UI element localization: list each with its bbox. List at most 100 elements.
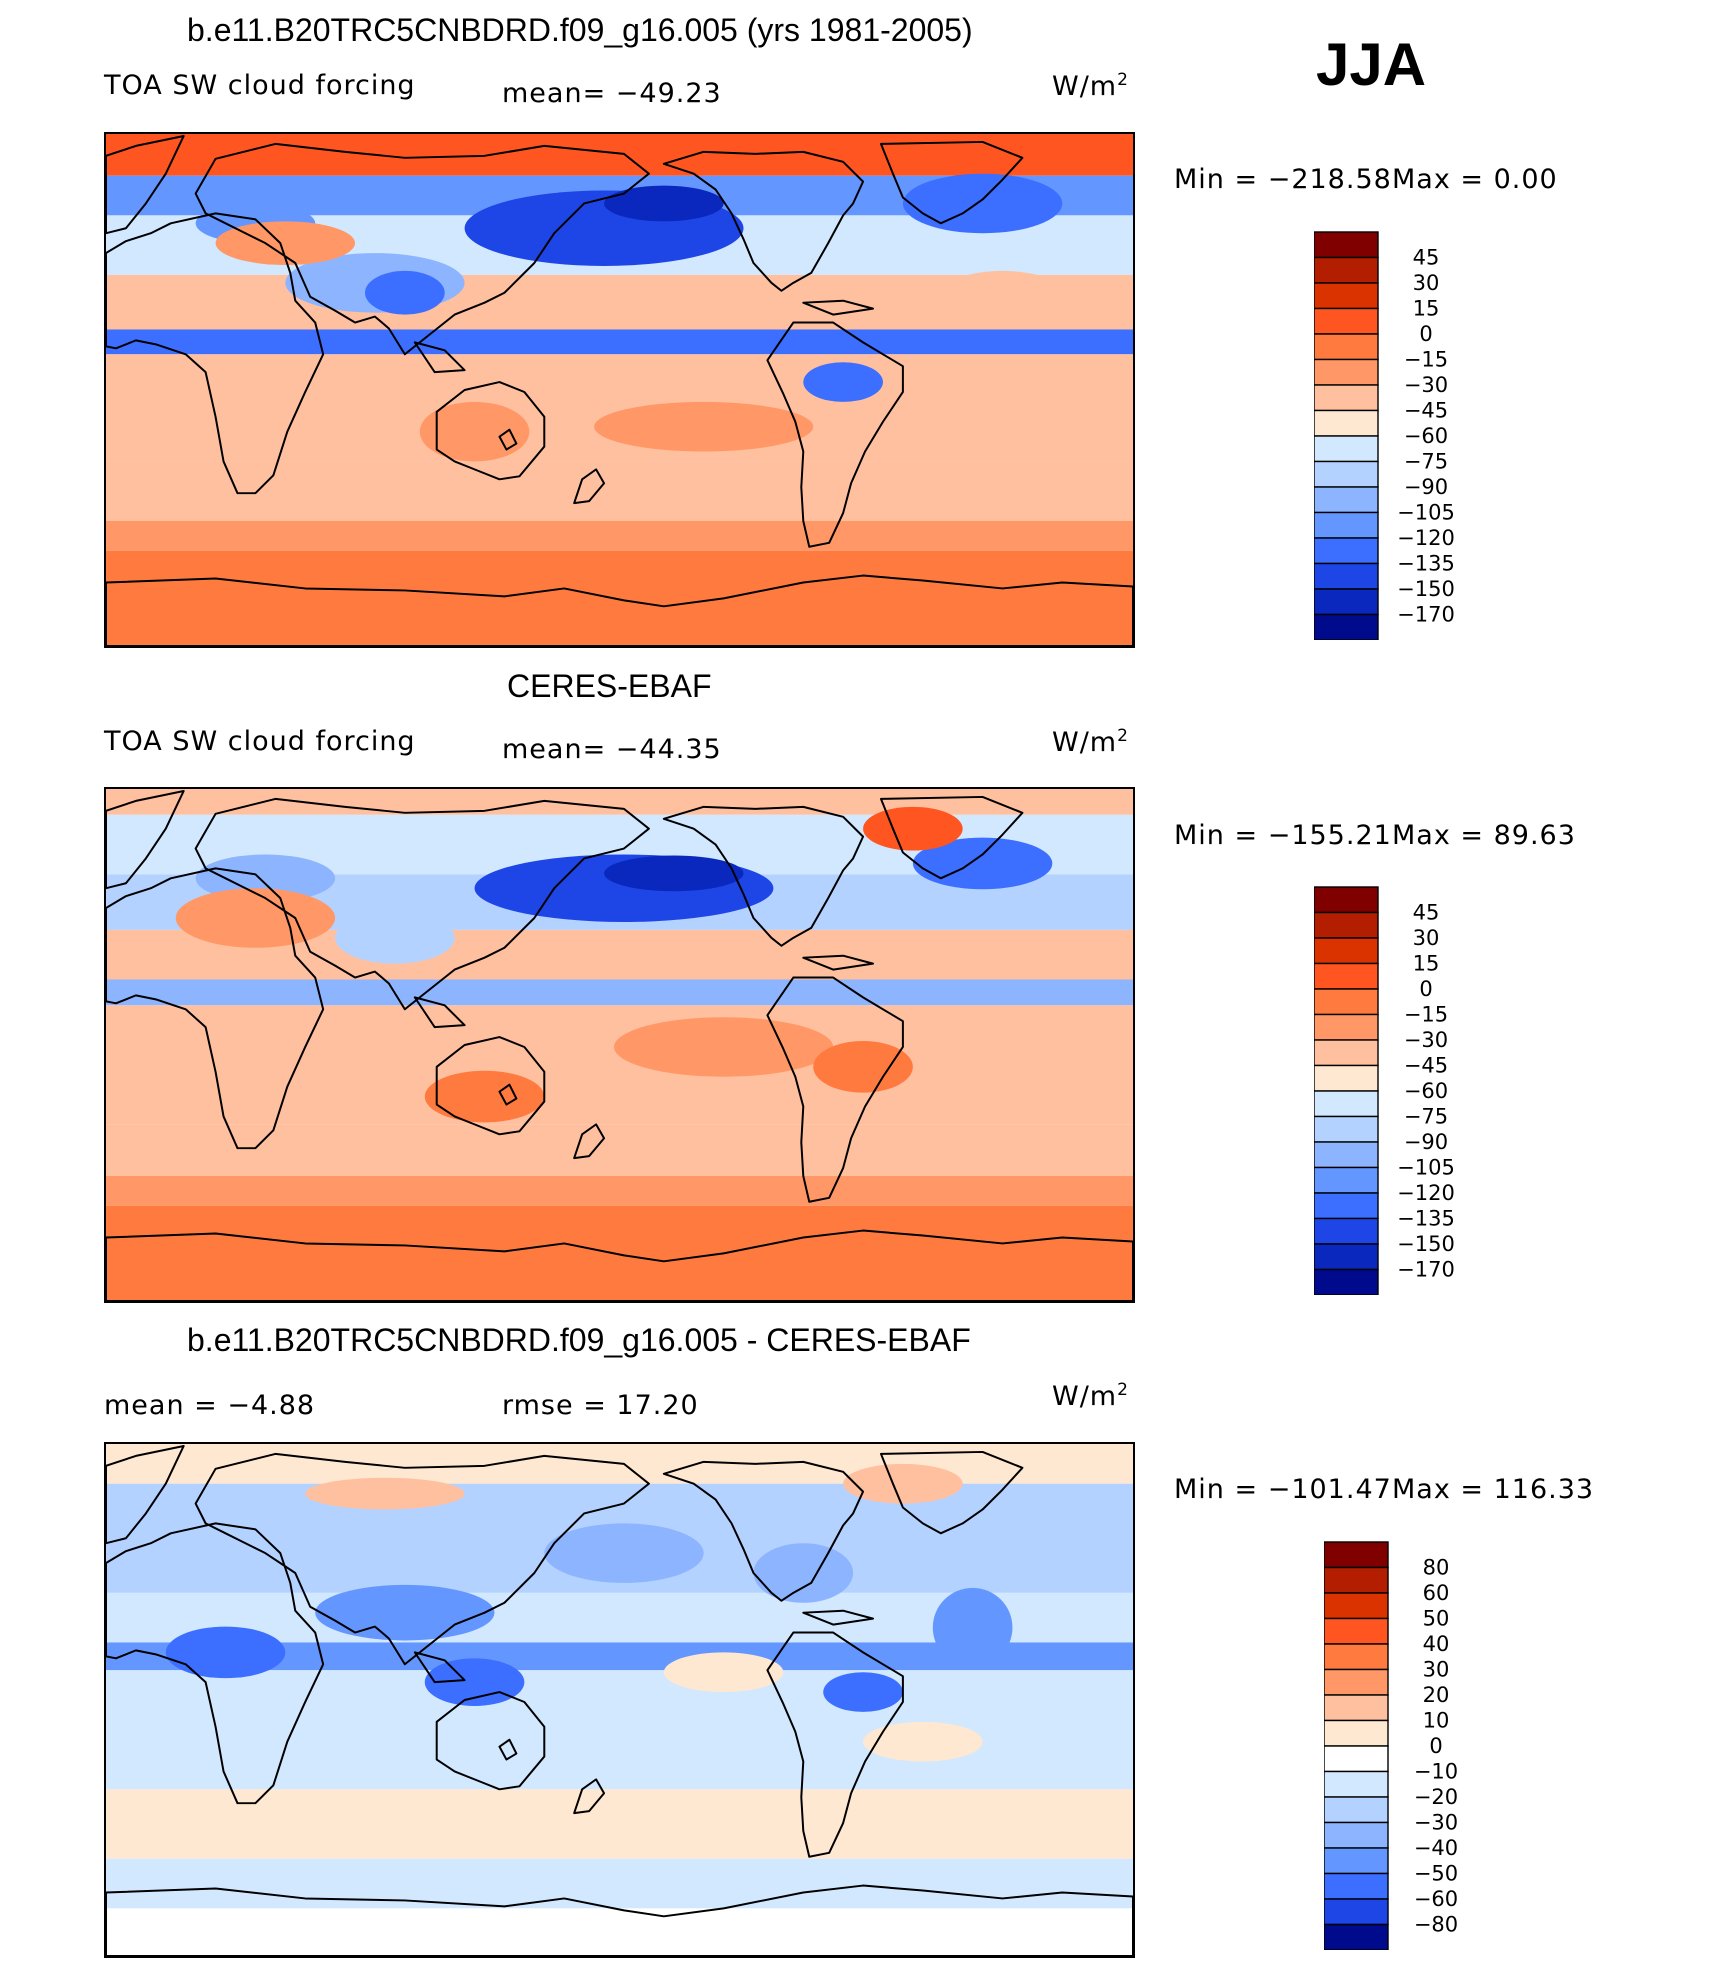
colorbar-label-2-13: −150	[1397, 1232, 1454, 1256]
panel-1-map-svg	[106, 134, 1133, 646]
panel-1-map	[104, 132, 1135, 648]
map-field-2-8	[424, 1070, 545, 1123]
colorbar-label-3-9: −20	[1414, 1785, 1458, 1809]
map-band-2-0	[106, 789, 1133, 815]
map-band-1-5	[106, 354, 1133, 462]
coastline-2-6	[498, 1083, 518, 1106]
map-band-1-8	[106, 550, 1133, 646]
panel-3-colorbar: 80 60 50 40 30 20 10 0 −10 −20 −30 −40 −50 −60 −80	[1324, 1540, 1464, 1950]
colorbar-label-1-6: −45	[1404, 399, 1448, 423]
coastline-2-9	[766, 976, 904, 1203]
coastline-1-0	[106, 134, 185, 235]
map-band-2-4	[106, 979, 1133, 1006]
map-field-3-0	[305, 1477, 465, 1510]
coastline-3-2	[194, 1452, 650, 1666]
colorbar-box-1-14	[1314, 588, 1379, 616]
map-field-3-8	[544, 1523, 704, 1583]
coastline-1-8	[879, 140, 1024, 225]
colorbar-box-3-8	[1324, 1745, 1389, 1773]
coastline-2-4	[435, 1036, 546, 1136]
coastline-3-5	[573, 1778, 606, 1815]
colorbar-box-2-2	[1314, 937, 1379, 965]
map-field-3-9	[863, 1721, 983, 1762]
coastline-3-3	[413, 1651, 466, 1684]
coastline-3-8	[879, 1450, 1024, 1535]
colorbar-box-1-2	[1314, 282, 1379, 310]
colorbar-box-2-11	[1314, 1166, 1379, 1194]
colorbar-box-3-0	[1324, 1541, 1389, 1569]
map-field-2-6	[175, 888, 336, 948]
colorbar-label-1-4: −15	[1404, 348, 1448, 372]
panel-1-title: b.e11.B20TRC5CNBDRD.f09_g16.005 (yrs 198…	[187, 12, 973, 48]
coastline-2-11	[106, 1229, 1133, 1301]
colorbar-box-3-15	[1324, 1923, 1389, 1950]
coastline-2-0	[106, 789, 185, 890]
colorbar-box-3-1	[1324, 1566, 1389, 1594]
colorbar-label-2-14: −170	[1397, 1258, 1454, 1282]
colorbar-label-3-5: 20	[1423, 1683, 1450, 1707]
colorbar-label-1-8: −75	[1404, 450, 1448, 474]
panel-2-colorbar: 45 30 15 0 −15 −30 −45 −60 −75 −90 −105 −120 −135 −15…	[1314, 885, 1454, 1295]
panel-2-units-label: W/m2	[1052, 726, 1129, 758]
colorbar-label-1-13: −150	[1397, 577, 1454, 601]
panel-3-title: b.e11.B20TRC5CNBDRD.f09_g16.005 - CERES-…	[187, 1322, 971, 1358]
colorbar-box-2-1	[1314, 911, 1379, 939]
season-label: JJA	[1316, 31, 1427, 98]
coastline-1-6	[498, 428, 518, 451]
coastline-3-10	[802, 1609, 875, 1626]
colorbar-label-1-12: −135	[1397, 552, 1454, 576]
colorbar-box-1-5	[1314, 358, 1379, 386]
map-field-2-4	[912, 837, 1053, 890]
map-field-3-6	[932, 1587, 1013, 1668]
colorbar-label-3-13: −60	[1414, 1887, 1458, 1911]
colorbar-box-3-3	[1324, 1617, 1389, 1645]
colorbar-box-1-12	[1314, 537, 1379, 565]
map-band-1-6	[106, 461, 1133, 521]
map-band-1-4	[106, 329, 1133, 355]
colorbar-label-2-3: 0	[1419, 977, 1432, 1001]
coastline-2-3	[413, 996, 466, 1029]
colorbar-box-1-4	[1314, 333, 1379, 361]
colorbar-label-3-14: −80	[1414, 1913, 1458, 1937]
panel-3-mean-label: mean = −4.88	[104, 1390, 316, 1421]
panel-2-title: CERES-EBAF	[507, 668, 712, 704]
map-field-1-6	[215, 221, 356, 265]
panel-3-max-label: Max = 116.33	[1392, 1474, 1595, 1505]
map-field-3-4	[753, 1543, 854, 1603]
colorbar-label-2-5: −30	[1404, 1028, 1448, 1052]
map-field-1-2	[364, 270, 445, 315]
colorbar-label-3-8: −10	[1414, 1760, 1458, 1784]
colorbar-box-1-9	[1314, 460, 1379, 488]
coastline-1-11	[106, 574, 1133, 646]
coastline-2-1	[106, 867, 325, 1150]
map-band-2-7	[106, 1175, 1133, 1206]
map-band-1-0	[106, 134, 1133, 176]
map-field-1-7	[594, 401, 814, 452]
colorbar-box-2-3	[1314, 962, 1379, 990]
map-field-2-5	[863, 806, 963, 851]
coastline-2-10	[802, 954, 875, 971]
colorbar-label-2-7: −60	[1404, 1079, 1448, 1103]
map-band-3-7	[106, 1908, 1133, 1956]
colorbar-label-3-7: 0	[1429, 1734, 1442, 1758]
panel-1-max-label: Max = 0.00	[1392, 164, 1558, 195]
colorbar-label-3-4: 30	[1423, 1658, 1450, 1682]
colorbar-label-3-2: 50	[1423, 1607, 1450, 1631]
colorbar-box-3-12	[1324, 1847, 1389, 1875]
map-field-1-5	[902, 173, 1063, 234]
colorbar-box-1-1	[1314, 256, 1379, 284]
map-field-1-10	[419, 401, 530, 462]
colorbar-box-3-2	[1324, 1592, 1389, 1620]
colorbar-label-3-10: −30	[1414, 1811, 1458, 1835]
colorbar-box-1-15	[1314, 613, 1379, 640]
colorbar-box-2-5	[1314, 1013, 1379, 1041]
colorbar-box-1-11	[1314, 511, 1379, 539]
coastline-1-4	[435, 381, 546, 481]
coastline-3-7	[662, 1460, 865, 1602]
colorbar-box-2-9	[1314, 1115, 1379, 1143]
map-field-3-7	[663, 1652, 784, 1693]
colorbar-box-3-13	[1324, 1872, 1389, 1900]
colorbar-box-2-7	[1314, 1064, 1379, 1092]
colorbar-box-2-10	[1314, 1141, 1379, 1169]
map-field-1-8	[803, 362, 883, 402]
